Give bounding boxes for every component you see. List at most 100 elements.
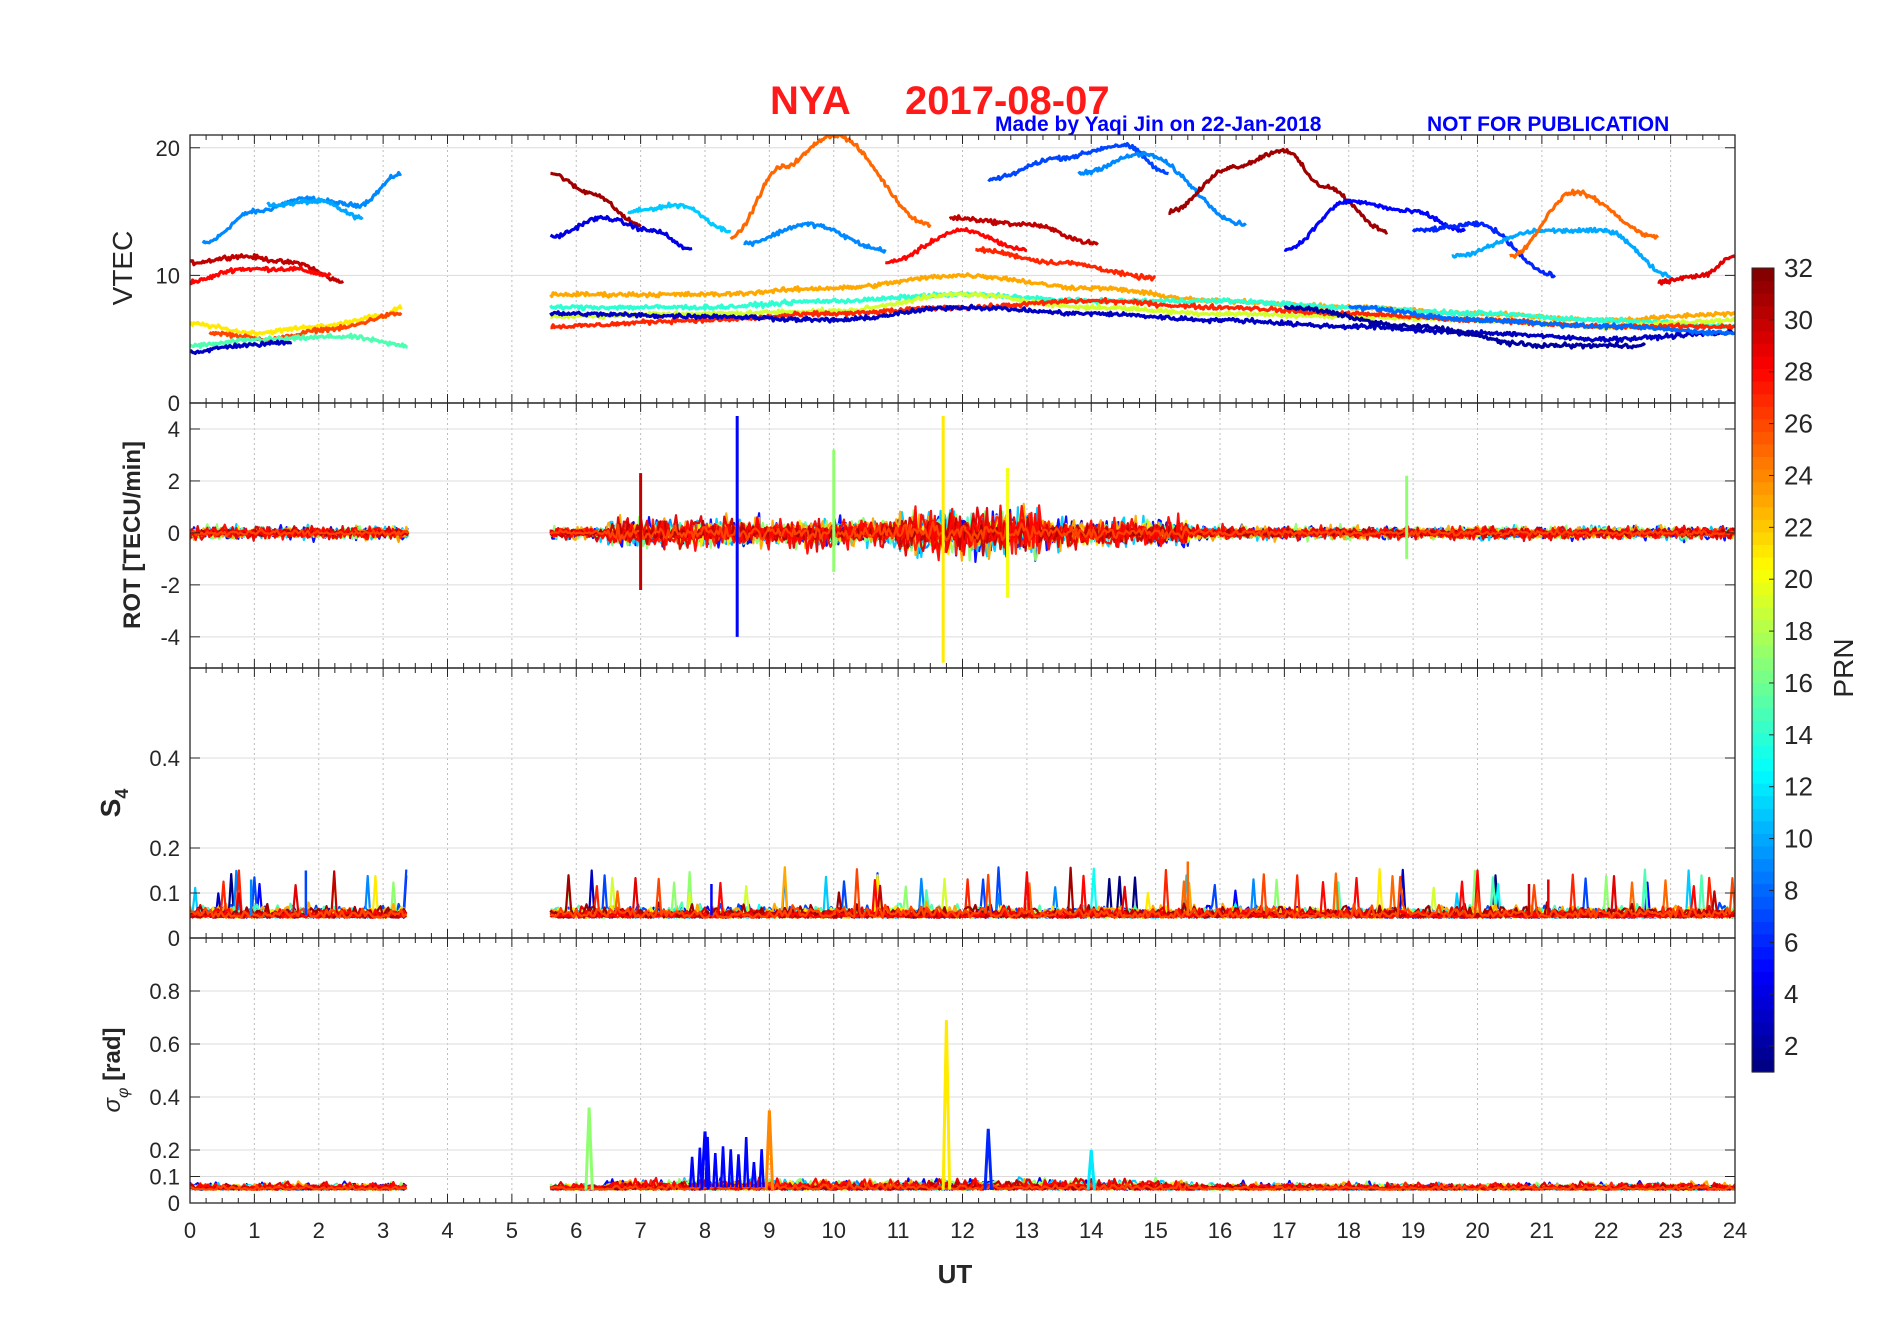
colorbar-tick-label: 6: [1784, 927, 1798, 957]
vtec-series-prn-21: [190, 304, 403, 337]
x-tick-label: 8: [699, 1218, 711, 1243]
y-tick-label: 2: [168, 469, 180, 494]
colorbar-tick-label: 8: [1784, 875, 1798, 905]
vtec-series-prn-28: [190, 265, 332, 286]
sigma-peak-prn-24: [764, 1110, 775, 1190]
vtec-ylabel: VTEC: [107, 231, 138, 306]
colorbar-tick-label: 10: [1784, 824, 1813, 854]
x-tick-label: 4: [441, 1218, 453, 1243]
colorbar-swatch: [1752, 921, 1774, 935]
colorbar-swatch: [1752, 720, 1774, 734]
colorbar-swatch: [1752, 1059, 1774, 1073]
rot-series-prn-26: [190, 528, 409, 538]
colorbar-swatch: [1752, 695, 1774, 709]
notice-text: NOT FOR PUBLICATION: [1427, 113, 1669, 136]
colorbar-frame: [1751, 267, 1775, 1073]
vtec-series-prn-29: [1657, 254, 1735, 286]
colorbar-tick-label: 12: [1784, 772, 1813, 802]
vtec-series-prn-10: [266, 197, 364, 221]
colorbar-swatch: [1752, 1034, 1774, 1048]
colorbar-swatch: [1752, 770, 1774, 784]
sigma-burst: [735, 1154, 742, 1188]
y-tick-label: 4: [168, 417, 180, 442]
colorbar-tick-label: 22: [1784, 512, 1813, 542]
colorbar-swatch: [1752, 355, 1774, 370]
y-tick-label: 0.8: [149, 979, 180, 1004]
vtec-series-prn-8: [1347, 304, 1735, 337]
colorbar-swatch: [1752, 607, 1774, 621]
colorbar-swatch: [1752, 305, 1774, 319]
y-tick-label: 0.1: [149, 1165, 180, 1190]
x-tick-label: 15: [1143, 1218, 1167, 1243]
vtec-series-prn-9: [1077, 150, 1247, 227]
colorbar-tick-label: 28: [1784, 357, 1813, 387]
colorbar-swatch: [1752, 469, 1774, 483]
x-tick-label: 1: [248, 1218, 260, 1243]
vtec-series-prn-30: [948, 214, 1099, 246]
colorbar-swatch: [1752, 820, 1774, 834]
vtec-series-prn-15: [190, 332, 408, 349]
colorbar-swatch: [1752, 858, 1774, 872]
colorbar-tick-label: 30: [1784, 305, 1813, 335]
colorbar-swatch: [1752, 670, 1774, 684]
sigma-burst: [688, 1156, 696, 1188]
colorbar-swatch: [1752, 443, 1774, 458]
sigma-peak-prn-17: [584, 1107, 594, 1190]
vtec-series-prn-31: [550, 171, 642, 228]
x-tick-label: 7: [635, 1218, 647, 1243]
colorbar-swatch: [1752, 808, 1774, 822]
colorbar-swatch: [1752, 933, 1774, 947]
colorbar-swatch: [1752, 481, 1774, 495]
vtec-series-prn-3: [549, 303, 1735, 344]
colorbar-swatch: [1752, 619, 1774, 633]
sigma-peak-prn-6: [983, 1128, 993, 1190]
vtec-series-prn-2: [1283, 304, 1647, 350]
vtec-panel: 0 10 20 VTEC: [107, 134, 1736, 416]
colorbar-swatch: [1752, 519, 1774, 533]
x-tick-label: 21: [1530, 1218, 1554, 1243]
colorbar-swatch: [1752, 544, 1774, 558]
x-tick-label: 22: [1594, 1218, 1618, 1243]
x-tick-label: 14: [1079, 1218, 1103, 1243]
colorbar-swatch: [1752, 871, 1774, 885]
sigma-burst: [727, 1149, 734, 1188]
y-tick-label: 0.2: [149, 1138, 180, 1163]
colorbar-swatch: [1752, 896, 1774, 910]
vtec-series-prn-28: [884, 227, 1028, 265]
x-tick-label: 3: [377, 1218, 389, 1243]
colorbar-swatch: [1752, 531, 1774, 545]
colorbar-tick-label: 16: [1784, 668, 1813, 698]
colorbar-swatch: [1752, 494, 1774, 508]
colorbar-swatch: [1752, 556, 1774, 571]
colorbar-tick-label: 14: [1784, 720, 1813, 750]
y-tick-label: 0.4: [149, 1085, 180, 1110]
colorbar-swatch: [1752, 582, 1774, 596]
vtec-series-prn-4: [549, 214, 693, 251]
sigma-burst: [712, 1153, 719, 1188]
colorbar-swatch: [1752, 330, 1774, 344]
colorbar-swatch: [1752, 1009, 1774, 1023]
colorbar-swatch: [1752, 745, 1774, 759]
colorbar-swatch: [1752, 984, 1774, 998]
chart-title-station: NYA: [770, 79, 851, 123]
sigma-peak-prn-12: [1086, 1149, 1096, 1190]
rot-panel: -4 -2 0 2 4 ROT [TECU/min]: [119, 402, 1736, 669]
credit-text: Made by Yaqi Jin on 22-Jan-2018: [995, 113, 1322, 136]
colorbar-swatch: [1752, 293, 1774, 307]
x-axis: UT 0 1 2 3 4 5 6 7 8 9 10 11 12 13 14 15 16 17 18 19 20 21 22 2…: [184, 1218, 1747, 1289]
colorbar-tick-label: 26: [1784, 409, 1813, 439]
x-tick-label: 12: [950, 1218, 974, 1243]
vtec-series-prn-7: [987, 142, 1169, 182]
colorbar-tick-label: 4: [1784, 979, 1798, 1009]
y-tick-label: 0: [168, 926, 180, 951]
vtec-series-prn-27: [975, 246, 1156, 282]
rot-series-prn-26: [549, 520, 1735, 542]
x-tick-label: 23: [1658, 1218, 1682, 1243]
colorbar-swatch: [1752, 946, 1774, 960]
y-tick-label: 0.1: [149, 881, 180, 906]
colorbar-swatch: [1752, 393, 1774, 407]
sigma-peak-prn-21: [941, 1020, 952, 1190]
sigma-burst: [758, 1149, 765, 1188]
colorbar-swatch: [1752, 318, 1774, 332]
rot-series: [190, 415, 1735, 663]
